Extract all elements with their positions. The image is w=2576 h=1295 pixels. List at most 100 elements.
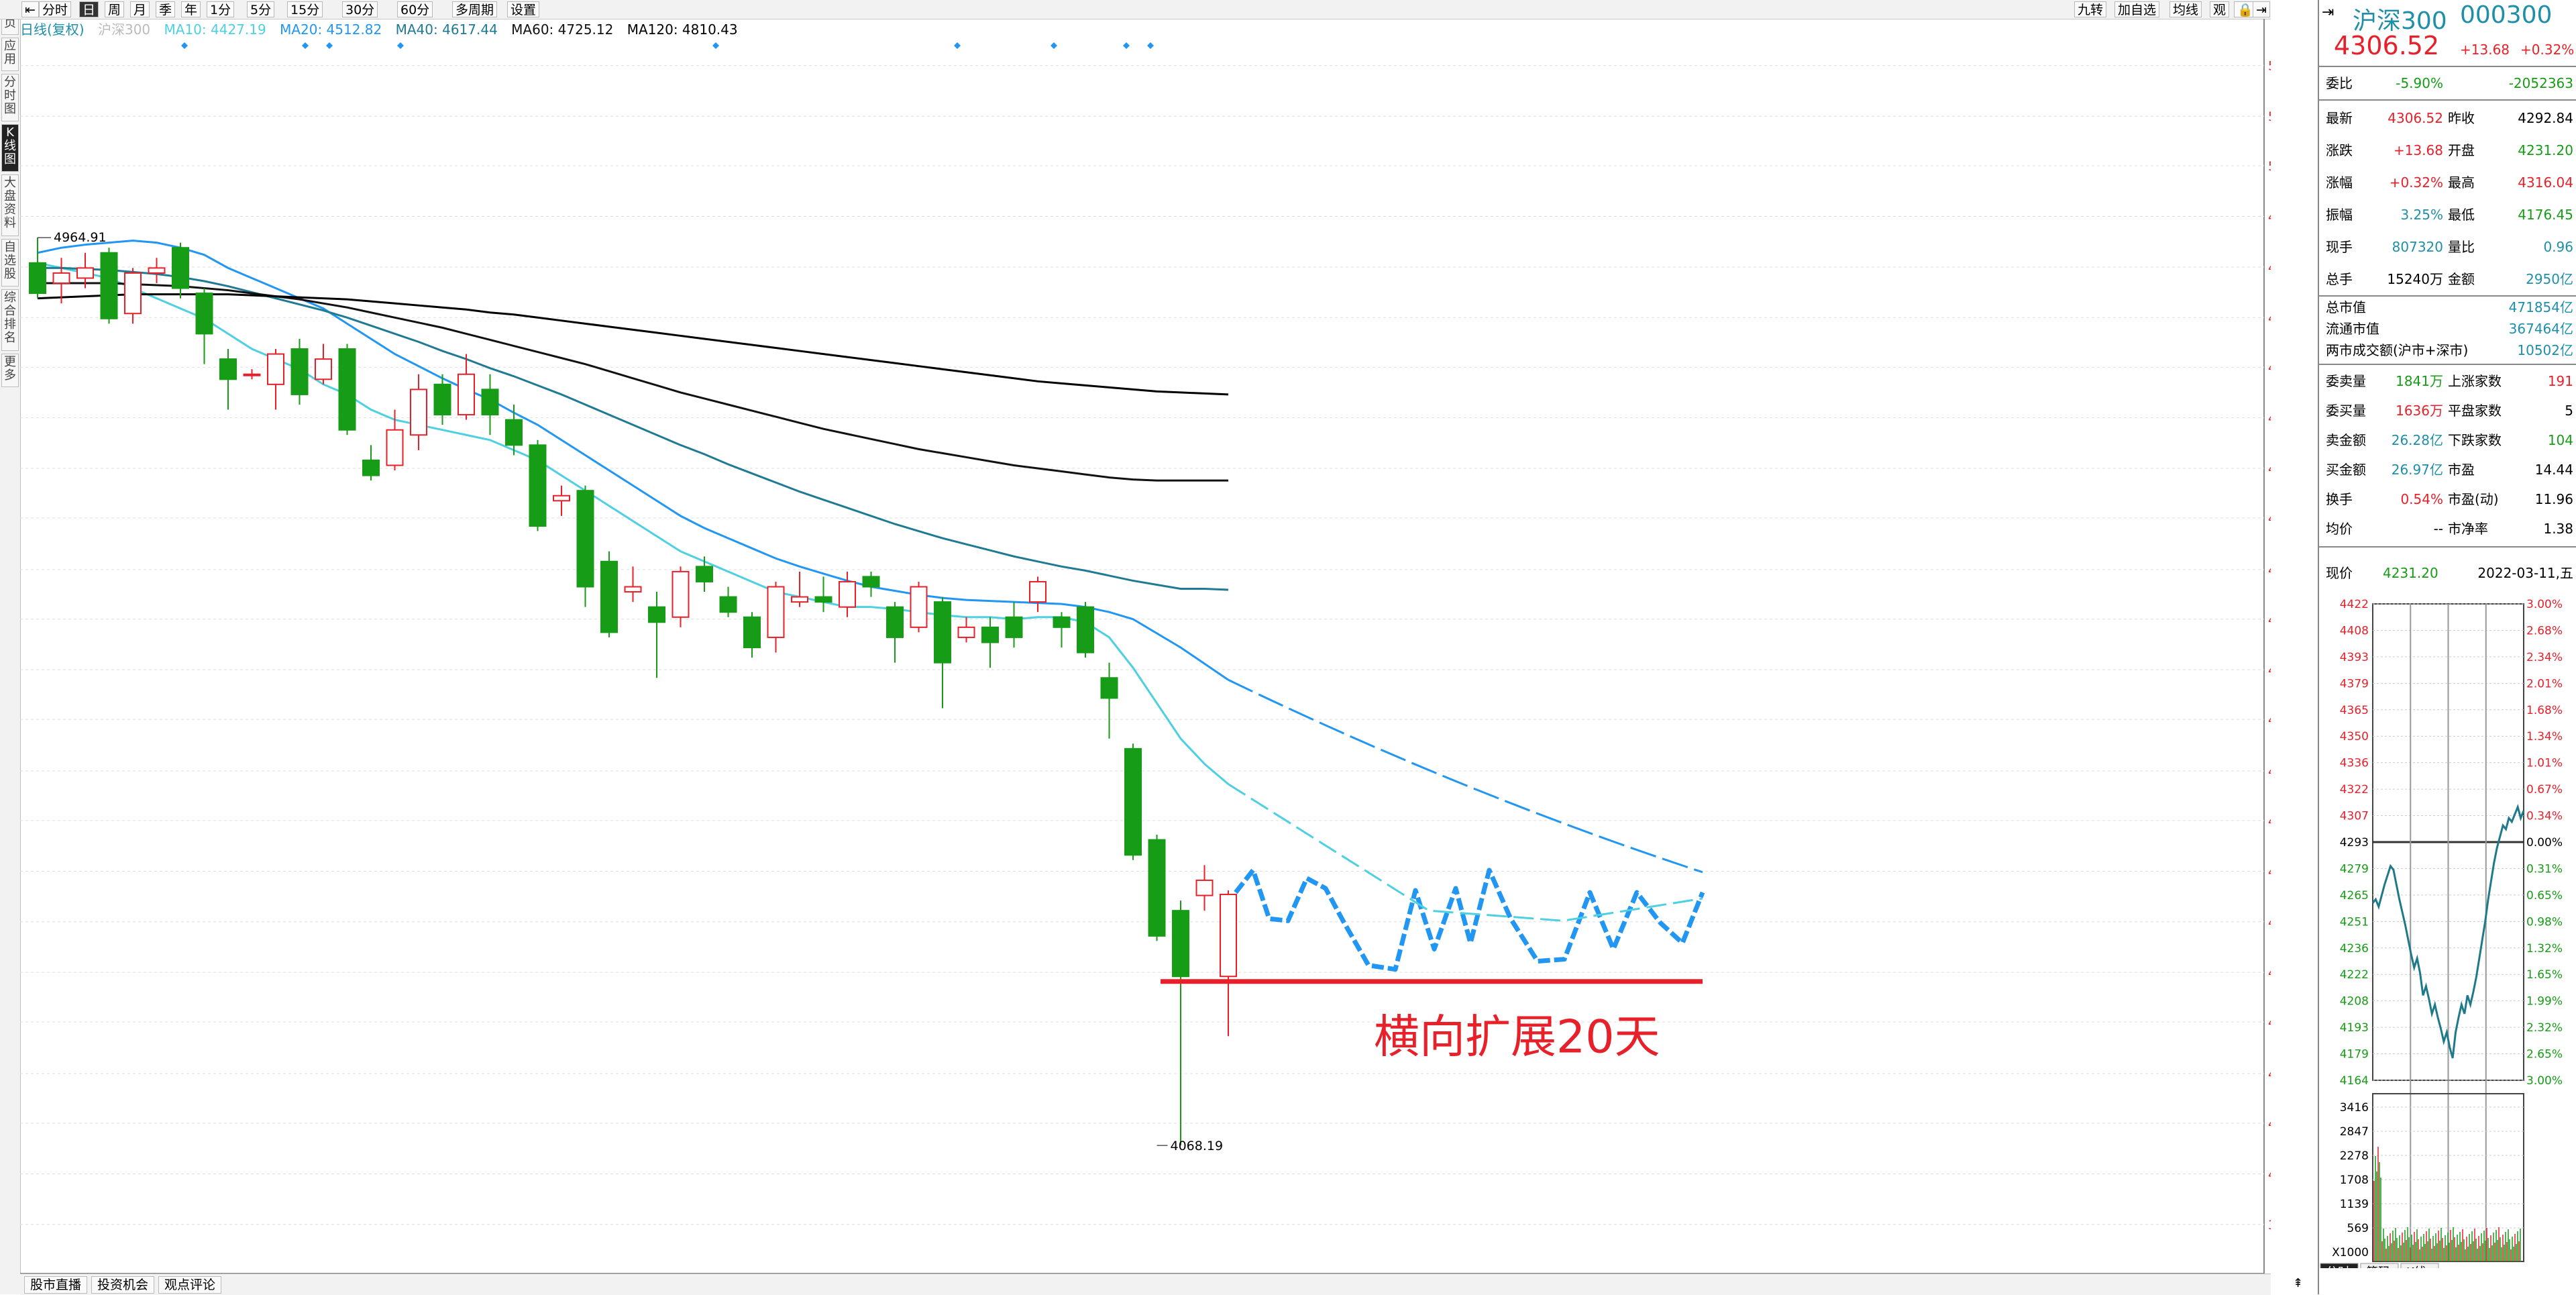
toolbar-right-button-2[interactable]: 均线 bbox=[2169, 1, 2202, 17]
intraday-label: 现价 bbox=[2326, 565, 2353, 581]
bottom-info-bar: 股市直播 投资机会 观点评论 bbox=[20, 1274, 2271, 1295]
candle-body bbox=[267, 353, 284, 385]
left-tab-5[interactable]: 自选股 bbox=[1, 239, 19, 287]
period-button-8[interactable]: 15分 bbox=[287, 1, 323, 17]
period-button-12[interactable]: 设置 bbox=[507, 1, 540, 17]
mini-tab-2[interactable]: K线 bbox=[2406, 1265, 2426, 1268]
left-tab-1[interactable]: 应用 bbox=[1, 38, 19, 71]
period-button-10[interactable]: 60分 bbox=[397, 1, 433, 17]
y-tick-label: 5036 bbox=[2268, 159, 2271, 174]
candle-body bbox=[243, 373, 261, 376]
toolbar-right-button-3[interactable]: 观 bbox=[2210, 1, 2230, 17]
intraday-price: 4231.20 bbox=[2383, 565, 2438, 581]
mini-y-label: 4393 bbox=[2340, 651, 2369, 664]
period-button-0[interactable]: 分时 bbox=[39, 1, 72, 17]
left-tab-4[interactable]: 大盘资料 bbox=[1, 174, 19, 236]
candle-body bbox=[1124, 747, 1142, 856]
intraday-minichart[interactable]: 4422 3.00% 4408 2.68% 4393 2.34% 4379 2.01% 4365… bbox=[2319, 590, 2576, 1268]
panel-toggle-icon[interactable]: ⇥ bbox=[2322, 4, 2334, 21]
event-marker bbox=[1051, 42, 1057, 49]
period-button-5[interactable]: 年 bbox=[181, 1, 201, 17]
low-price-label: 4068.19 bbox=[1171, 1139, 1224, 1153]
mini-y-label: 4379 bbox=[2340, 677, 2369, 690]
mini-tab-0[interactable]: 分时 bbox=[2326, 1265, 2350, 1268]
mini-pct-label: 0.98% bbox=[2526, 915, 2563, 929]
candle-body bbox=[1053, 616, 1071, 628]
mini-pct-label: 1.01% bbox=[2526, 757, 2563, 770]
candle-body bbox=[910, 586, 928, 628]
candle-body bbox=[124, 272, 142, 315]
ma20-label: MA20: 4512.82 bbox=[280, 21, 382, 38]
event-marker bbox=[954, 42, 961, 49]
bottom-tab-2[interactable]: 观点评论 bbox=[158, 1276, 222, 1294]
left-tab-2[interactable]: 分时图 bbox=[1, 74, 19, 121]
mini-pct-label: 2.68% bbox=[2526, 624, 2563, 637]
mini-pct-label: 2.01% bbox=[2526, 677, 2563, 690]
mini-pct-label: 2.34% bbox=[2526, 651, 2563, 664]
candle-body bbox=[696, 566, 713, 582]
left-tab-7[interactable]: 更多 bbox=[1, 354, 19, 387]
y-tick-label: 3990 bbox=[2268, 1218, 2271, 1233]
period-button-4[interactable]: 季 bbox=[156, 1, 176, 17]
candle-body bbox=[505, 419, 523, 446]
left-tab-6[interactable]: 综合排名 bbox=[1, 289, 19, 351]
quote-label: 均价 bbox=[2326, 521, 2353, 537]
mini-y-label: 4179 bbox=[2340, 1048, 2369, 1061]
event-marker bbox=[1123, 42, 1130, 49]
index-name-label: 沪深300 bbox=[97, 21, 151, 38]
period-button-6[interactable]: 1分 bbox=[207, 1, 235, 17]
y-tick-label: 4289 bbox=[2268, 915, 2271, 930]
mini-y-label: 4307 bbox=[2340, 810, 2369, 823]
intraday-price-line bbox=[2371, 803, 2525, 1059]
candle-body bbox=[1100, 677, 1118, 699]
y-tick-label: 4637 bbox=[2268, 563, 2271, 578]
quote-value: -5.90% bbox=[2396, 75, 2443, 91]
event-marker bbox=[181, 42, 188, 49]
candle-body bbox=[957, 626, 975, 638]
candle-body bbox=[410, 389, 427, 436]
bottom-tab-1[interactable]: 投资机会 bbox=[91, 1276, 155, 1294]
volume-label: X1000 bbox=[2332, 1246, 2369, 1259]
toolbar-right-button-1[interactable]: 加自选 bbox=[2114, 1, 2160, 17]
stock-code: 000300 bbox=[2460, 1, 2553, 29]
kline-chart[interactable]: 5135 5085 5036 4986 4936 4886 4837 4787 4737 4688… bbox=[20, 19, 2271, 1274]
high-price-label: 4964.91 bbox=[54, 230, 107, 245]
quote-row: 振幅 3.25% 最低 4176.45 bbox=[2319, 199, 2576, 231]
period-button-7[interactable]: 5分 bbox=[247, 1, 275, 17]
scroll-top-icon[interactable]: ⇞ bbox=[2293, 1276, 2304, 1290]
ma-line-MA20 bbox=[37, 240, 1229, 681]
candle-body bbox=[1077, 606, 1094, 654]
period-button-11[interactable]: 多周期 bbox=[452, 1, 498, 17]
candle-body bbox=[791, 596, 808, 603]
volume-label: 3416 bbox=[2340, 1101, 2369, 1115]
y-tick-label: 4737 bbox=[2268, 462, 2271, 476]
intraday-date: 2022-03-11,五 bbox=[2477, 565, 2573, 581]
left-tab-3[interactable]: K线图 bbox=[1, 124, 19, 172]
expand-icon[interactable]: ⇥ bbox=[2253, 1, 2270, 17]
quote-value: -- bbox=[2433, 521, 2443, 537]
y-tick-label: 4239 bbox=[2268, 966, 2271, 980]
toolbar-right-button-0[interactable]: 九转 bbox=[2074, 1, 2107, 17]
candle-body bbox=[1195, 879, 1214, 896]
toolbar-back-icon[interactable]: ⇤ bbox=[21, 1, 39, 17]
y-tick-label: 4190 bbox=[2268, 1015, 2271, 1030]
ma-line-MA60 bbox=[38, 282, 1228, 482]
quote-label: 最新 bbox=[2326, 110, 2353, 126]
left-tab-strip: 首页应用分时图K线图大盘资料自选股综合排名更多 bbox=[0, 0, 21, 1294]
y-tick-label: 4438 bbox=[2268, 764, 2271, 779]
candle-body bbox=[290, 348, 309, 395]
quote-label: 平盘家数 bbox=[2448, 403, 2502, 419]
bottom-tab-0[interactable]: 股市直播 bbox=[24, 1276, 88, 1294]
period-button-2[interactable]: 周 bbox=[105, 1, 125, 17]
period-button-3[interactable]: 月 bbox=[130, 1, 150, 17]
y-tick-label: 4489 bbox=[2268, 713, 2271, 727]
mini-pct-label: 0.00% bbox=[2526, 836, 2563, 849]
candle-body bbox=[433, 383, 451, 416]
period-button-1[interactable]: 日 bbox=[79, 1, 99, 17]
mini-y-label: 4164 bbox=[2340, 1074, 2369, 1088]
quote-label: 振幅 bbox=[2326, 207, 2353, 223]
event-marker bbox=[302, 42, 309, 49]
candle-body bbox=[553, 495, 570, 502]
mini-tab-1[interactable]: 筹码 bbox=[2366, 1265, 2390, 1268]
period-button-9[interactable]: 30分 bbox=[342, 1, 378, 17]
